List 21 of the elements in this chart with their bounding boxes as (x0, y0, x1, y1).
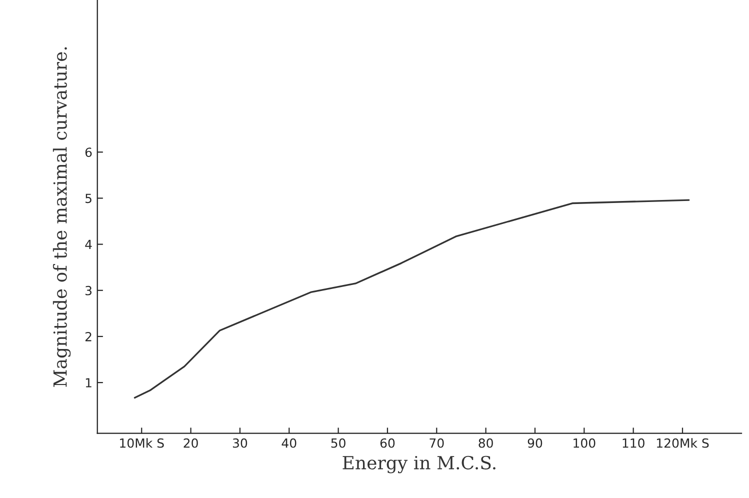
x-tick-label: 80 (478, 438, 493, 448)
x-tick-label: 40 (282, 438, 296, 448)
y-tick-label: 4 (85, 240, 92, 250)
x-tick-label: 70 (430, 438, 444, 448)
x-tick-label: 120Mk S (656, 438, 709, 448)
line-series (134, 199, 690, 399)
x-axis-title: Energy in M.C.S. (342, 456, 496, 474)
y-tick-label: 5 (86, 194, 92, 204)
x-tick-label: 110 (622, 438, 644, 448)
y-axis-title: Magnitude of the maximal curvature. (52, 47, 71, 387)
x-tick-label: 90 (528, 438, 542, 448)
x-tick-label: 10Mk S (120, 438, 164, 448)
y-tick-label: 6 (85, 148, 92, 158)
y-tick-label: 1 (86, 378, 92, 388)
x-tick-label: 50 (331, 438, 346, 448)
y-tick-label: 2 (85, 332, 92, 342)
y-tick-label: 3 (86, 286, 92, 296)
x-tick-label: 20 (184, 438, 198, 448)
x-tick-label: 60 (380, 438, 395, 448)
x-tick-label: 100 (574, 438, 596, 448)
x-tick-label: 30 (232, 438, 248, 448)
